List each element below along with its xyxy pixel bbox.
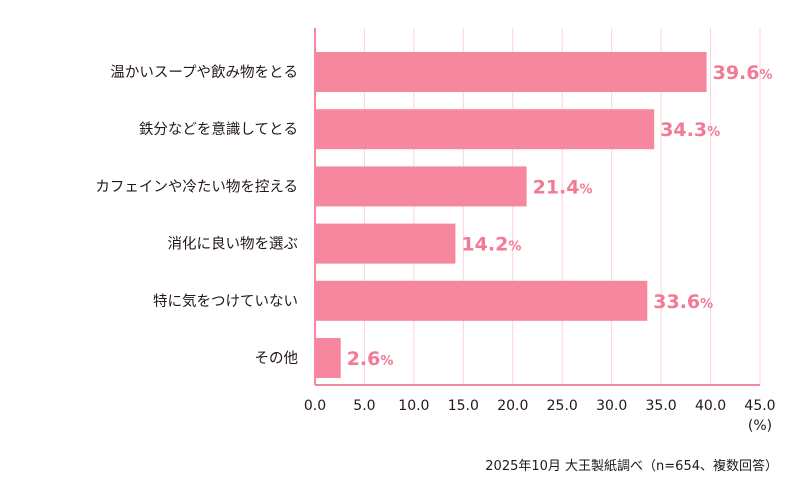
x-tick-label: 45.0 <box>744 398 775 414</box>
x-tick-label: 5.0 <box>353 398 375 414</box>
x-tick-label: 0.0 <box>304 398 326 414</box>
x-tick-label: 40.0 <box>695 398 726 414</box>
bar <box>315 166 527 207</box>
source-note: 2025年10月 大王製紙調べ（n=654、複数回答） <box>485 459 778 474</box>
x-tick-label: 30.0 <box>596 398 627 414</box>
bar <box>315 109 655 150</box>
x-tick-label: 10.0 <box>398 398 429 414</box>
bar <box>315 223 456 264</box>
bar <box>315 338 341 378</box>
category-label: 温かいスープや飲み物をとる <box>110 64 298 81</box>
bar <box>315 52 707 92</box>
category-label: 特に気をつけていない <box>153 293 298 310</box>
x-tick-label: 25.0 <box>547 398 578 414</box>
category-label: 鉄分などを意識してとる <box>139 120 298 138</box>
data-label: 2.6% <box>347 348 394 370</box>
x-tick-label: 15.0 <box>448 398 479 414</box>
data-label: 14.2% <box>461 234 521 256</box>
category-label: 消化に良い物を選ぶ <box>168 236 299 253</box>
data-label: 21.4% <box>533 176 593 198</box>
category-label: その他 <box>255 350 299 367</box>
bar <box>315 280 648 321</box>
data-label: 33.6% <box>653 291 713 313</box>
data-label: 34.3% <box>660 119 720 141</box>
x-tick-label: 20.0 <box>497 398 528 414</box>
x-tick-label: 35.0 <box>646 398 677 414</box>
data-label: 39.6% <box>713 62 773 84</box>
category-label: カフェインや冷たい物を控える <box>95 178 298 195</box>
x-axis-label: (%) <box>748 418 772 434</box>
